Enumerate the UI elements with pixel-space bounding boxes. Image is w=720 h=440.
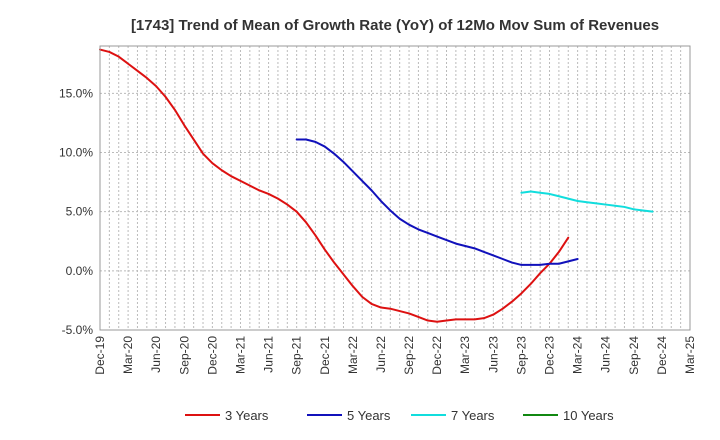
x-tick-label: Dec-22 [430,336,444,375]
x-axis: Dec-19 Mar-20 Jun-20 Sep-20 Dec-20 Mar-21 Jun-… [93,336,697,375]
x-tick-label: Sep-22 [402,336,416,375]
y-tick-label: 10.0% [59,146,93,160]
y-axis: -5.0% 0.0% 5.0% 10.0% 15.0% [59,86,93,337]
legend-label: 10 Years [563,408,614,423]
legend: 3 Years 5 Years 7 Years 10 Years [185,408,614,423]
x-tick-label: Dec-24 [655,336,669,375]
y-tick-label: 15.0% [59,86,93,100]
x-tick-label: Dec-19 [93,336,107,375]
x-tick-label: Jun-22 [374,336,388,373]
x-tick-label: Mar-24 [571,336,585,374]
series-line-5-years [295,138,579,266]
chart-title: [1743] Trend of Mean of Growth Rate (YoY… [131,17,659,34]
x-tick-label: Jun-23 [486,336,500,373]
x-tick-label: Jun-21 [262,336,276,373]
x-tick-label: Mar-20 [121,336,135,374]
x-tick-label: Jun-20 [149,336,163,373]
x-tick-label: Jun-24 [599,336,613,373]
legend-label: 5 Years [347,408,391,423]
y-tick-label: 5.0% [66,205,94,219]
y-tick-label: 0.0% [66,264,94,278]
x-tick-label: Sep-20 [177,336,191,375]
x-tick-label: Dec-20 [205,336,219,375]
legend-label: 3 Years [225,408,269,423]
grid [99,46,691,331]
y-tick-label: -5.0% [62,323,94,337]
x-tick-label: Dec-23 [543,336,557,375]
legend-label: 7 Years [451,408,495,423]
plot-frame [99,45,691,331]
x-tick-label: Sep-23 [514,336,528,375]
x-tick-label: Sep-21 [290,336,304,375]
x-tick-label: Mar-25 [683,336,697,374]
x-tick-label: Mar-23 [458,336,472,374]
series-line-3-years [99,48,570,323]
series-line-7-years [520,190,654,213]
x-tick-label: Dec-21 [318,336,332,375]
x-tick-label: Mar-21 [233,336,247,374]
x-tick-label: Mar-22 [346,336,360,374]
x-tick-label: Sep-24 [627,336,641,375]
plot-series [99,48,654,323]
